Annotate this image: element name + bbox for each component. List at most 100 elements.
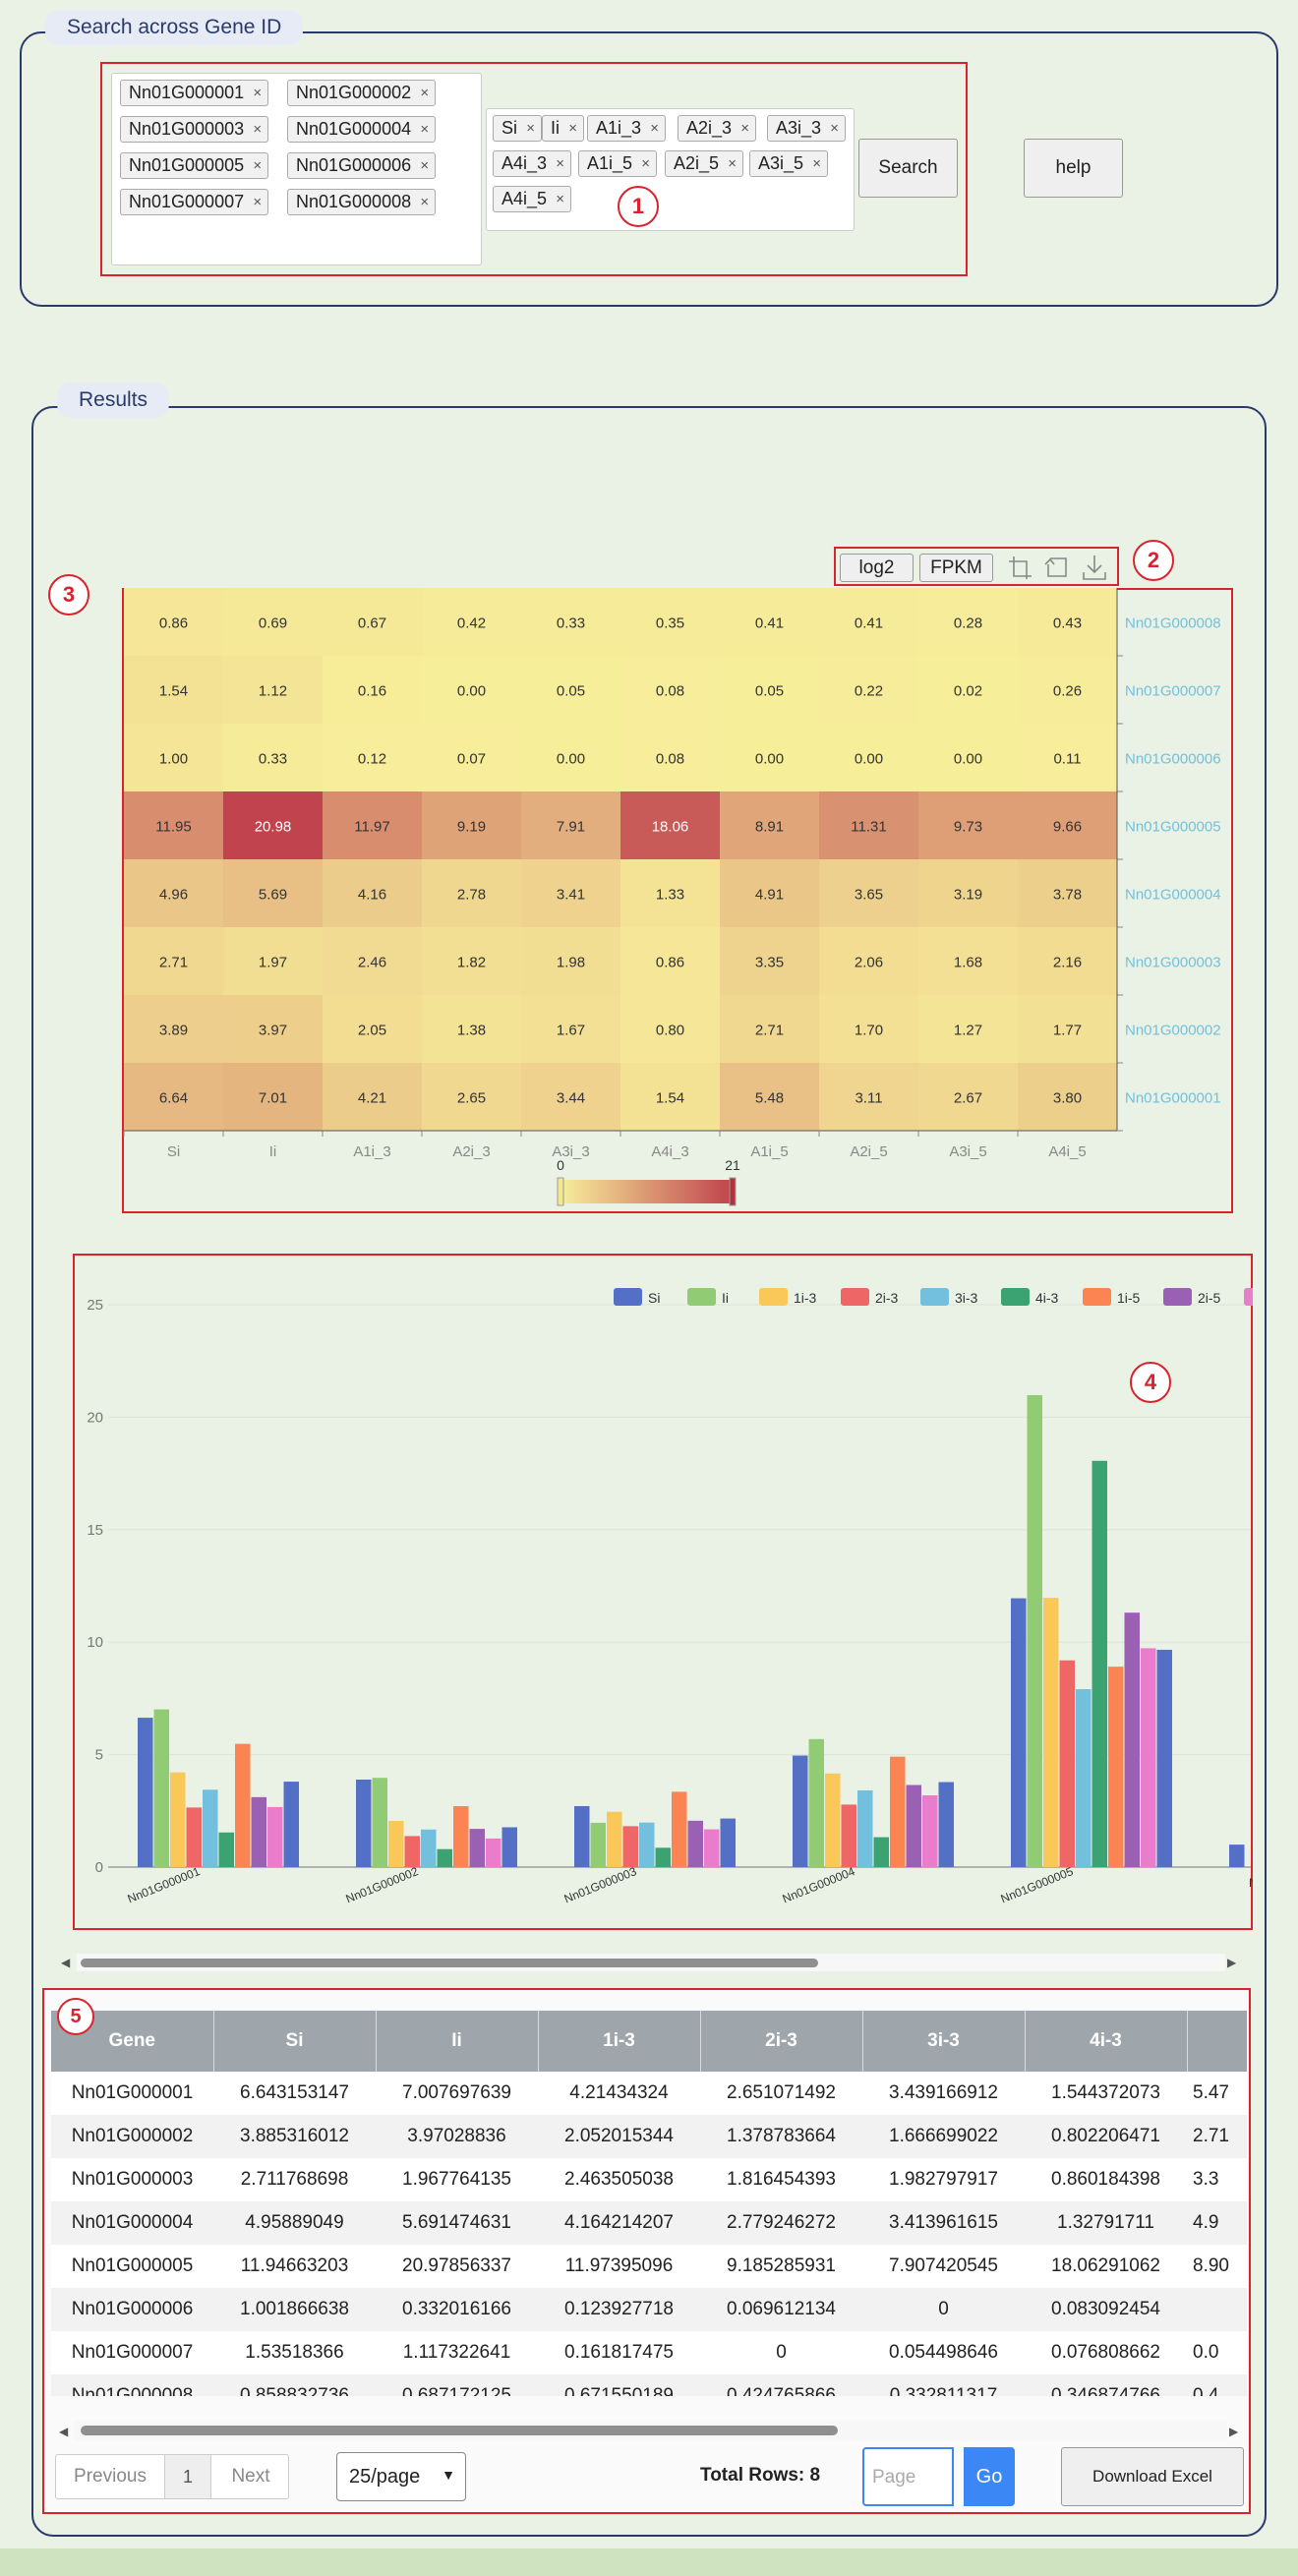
bar-mark[interactable] [218,1832,235,1867]
bar-mark[interactable] [590,1822,607,1867]
table-header-cell[interactable]: 3i-3 [862,2011,1026,2072]
previous-page-button[interactable]: Previous [74,2466,147,2487]
remove-tag-icon[interactable]: × [253,157,263,174]
gene-tag[interactable]: Nn01G000007 × [120,189,269,215]
gene-tag[interactable]: Nn01G000004 × [287,116,437,143]
gene-id-multiselect[interactable]: Nn01G000001 × Nn01G000002 × Nn01G000003 × Nn01… [111,73,482,265]
page-number-input[interactable]: Page [862,2447,954,2506]
bar-mark[interactable] [453,1805,469,1867]
bar-mark[interactable] [873,1837,890,1867]
bar-legend-swatch[interactable] [1001,1288,1030,1306]
bar-mark[interactable] [502,1827,518,1867]
bar-mark[interactable] [469,1829,486,1867]
bar-legend-swatch[interactable] [920,1288,949,1306]
log2-button[interactable]: log2 [840,554,914,582]
download-excel-button[interactable]: Download Excel [1061,2447,1244,2506]
remove-tag-icon[interactable]: × [740,120,750,137]
bar-mark[interactable] [622,1826,639,1867]
sample-tag[interactable]: A2i_5 × [665,150,744,177]
bar-mark[interactable] [186,1807,203,1867]
bar-legend-swatch[interactable] [614,1288,642,1306]
bar-mark[interactable] [720,1818,737,1867]
bar-mark[interactable] [607,1811,622,1867]
table-header-cell[interactable]: 1i-3 [538,2011,701,2072]
bar-mark[interactable] [857,1789,873,1867]
bar-legend-label[interactable]: Ii [722,1290,729,1306]
bar-mark[interactable] [890,1756,906,1867]
remove-tag-icon[interactable]: × [420,194,430,210]
bar-legend-label[interactable]: 1i-3 [794,1290,817,1306]
bar-legend-swatch[interactable] [841,1288,869,1306]
bar-mark[interactable] [372,1778,388,1867]
bar-mark[interactable] [1124,1612,1141,1867]
bar-mark[interactable] [153,1709,170,1867]
sample-tag[interactable]: A1i_5 × [578,150,658,177]
remove-tag-icon[interactable]: × [420,121,430,138]
bar-legend-label[interactable]: 4i-3 [1035,1290,1059,1306]
search-button[interactable]: Search [858,139,958,198]
gene-tag[interactable]: Nn01G000003 × [120,116,269,143]
bar-mark[interactable] [404,1836,421,1867]
bar-mark[interactable] [1141,1648,1156,1867]
bar-mark[interactable] [1229,1844,1245,1867]
remove-tag-icon[interactable]: × [556,191,565,207]
bar-mark[interactable] [639,1822,655,1867]
bar-legend-swatch[interactable] [759,1288,788,1306]
table-scroll-left-arrow[interactable]: ◀ [59,2425,69,2438]
bar-mark[interactable] [437,1848,453,1867]
bar-legend-label[interactable]: 2i-5 [1198,1290,1221,1306]
remove-tag-icon[interactable]: × [253,194,263,210]
bar-mark[interactable] [486,1838,502,1867]
gene-tag[interactable]: Nn01G000005 × [120,152,269,179]
bar-mark[interactable] [170,1772,186,1867]
bar-mark[interactable] [793,1755,808,1867]
bar-mark[interactable] [1156,1649,1173,1867]
bar-legend-label[interactable]: 3i-3 [955,1290,978,1306]
bar-mark[interactable] [1027,1394,1043,1867]
bar-legend-label[interactable]: 2i-3 [875,1290,899,1306]
bar-legend-label[interactable]: 1i-5 [1117,1290,1141,1306]
bar-mark[interactable] [251,1796,267,1867]
chart-scroll-left-arrow[interactable]: ◀ [61,1956,71,1969]
remove-tag-icon[interactable]: × [556,155,565,172]
remove-tag-icon[interactable]: × [253,121,263,138]
bar-mark[interactable] [704,1829,720,1867]
bar-mark[interactable] [1076,1689,1092,1867]
gene-tag[interactable]: Nn01G000006 × [287,152,437,179]
download-icon[interactable] [1080,553,1109,582]
next-page-button[interactable]: Next [231,2466,270,2487]
bar-mark[interactable] [203,1789,218,1867]
bar-mark[interactable] [356,1779,372,1867]
bar-mark[interactable] [574,1805,590,1867]
table-scrollbar-thumb[interactable] [81,2426,838,2435]
remove-tag-icon[interactable]: × [641,155,651,172]
remove-tag-icon[interactable]: × [420,85,430,101]
bar-mark[interactable] [1108,1667,1124,1867]
table-header-cell[interactable] [1187,2011,1247,2072]
bar-mark[interactable] [922,1795,938,1867]
bar-mark[interactable] [938,1782,955,1867]
scale-max-handle[interactable] [729,1177,737,1206]
bar-mark[interactable] [672,1791,687,1867]
sample-tag[interactable]: Si × [493,115,543,142]
table-header-cell[interactable]: Ii [376,2011,539,2072]
bar-mark[interactable] [421,1829,437,1867]
bar-mark[interactable] [841,1804,857,1867]
bar-mark[interactable] [655,1847,672,1867]
remove-tag-icon[interactable]: × [253,85,263,101]
sample-tag[interactable]: A4i_5 × [493,186,572,212]
bar-mark[interactable] [235,1743,251,1867]
chart-scrollbar-thumb[interactable] [81,1959,818,1967]
table-scroll-right-arrow[interactable]: ▶ [1229,2425,1239,2438]
chart-scroll-right-arrow[interactable]: ▶ [1227,1956,1237,1969]
zoom-reset-icon[interactable] [1042,553,1072,582]
remove-tag-icon[interactable]: × [568,120,577,137]
table-header-cell[interactable]: 2i-3 [700,2011,863,2072]
bar-mark[interactable] [1043,1598,1059,1867]
current-page-button[interactable]: 1 [164,2455,211,2498]
bar-mark[interactable] [388,1821,404,1867]
table-header-cell[interactable]: Si [213,2011,377,2072]
bar-mark[interactable] [283,1782,300,1867]
bar-legend-swatch[interactable] [687,1288,716,1306]
remove-tag-icon[interactable]: × [812,155,822,172]
